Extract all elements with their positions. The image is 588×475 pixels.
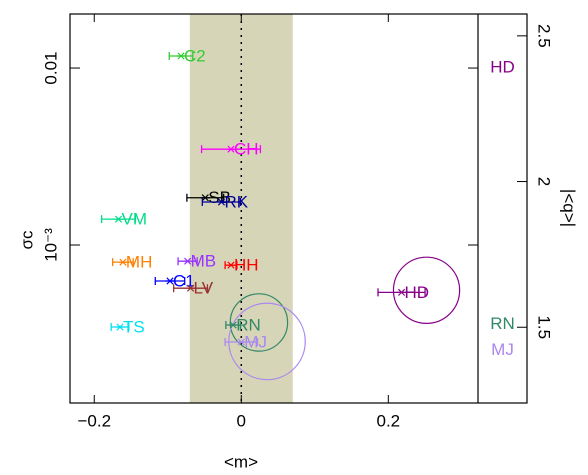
point-label: RN xyxy=(236,316,261,335)
point-label: MH xyxy=(126,253,152,272)
point-label: TS xyxy=(123,318,145,337)
point xyxy=(186,284,196,292)
point-label: RK xyxy=(224,192,248,211)
y2-tick-label: 1.5 xyxy=(535,315,554,339)
point xyxy=(236,338,246,346)
point-label: LV xyxy=(194,279,214,298)
point-label: C1 xyxy=(173,271,195,290)
q-label: HD xyxy=(490,57,515,76)
x-tick-label: 0 xyxy=(237,411,246,430)
point xyxy=(200,194,210,202)
y-axis-label: σc xyxy=(17,230,36,249)
point xyxy=(183,257,193,265)
plot-frame xyxy=(69,13,528,404)
point xyxy=(226,145,236,153)
y-tick-label: 10⁻³ xyxy=(41,228,60,262)
point xyxy=(226,261,236,269)
point-label: HH xyxy=(234,256,259,275)
point xyxy=(118,258,128,266)
x-tick-label: −0.2 xyxy=(77,411,111,430)
point-label: CH xyxy=(234,140,259,159)
point xyxy=(115,323,125,331)
y2-tick-label: 2 xyxy=(535,177,554,186)
point xyxy=(165,277,175,285)
point xyxy=(228,321,238,329)
point-label: VM xyxy=(122,210,148,229)
y-tick-label: 0.01 xyxy=(41,51,60,84)
bubble xyxy=(392,256,461,324)
point xyxy=(397,288,407,296)
q-label: RN xyxy=(490,314,515,333)
x-tick-label: 0.2 xyxy=(376,411,400,430)
point xyxy=(176,52,186,60)
y2-tick-label: 2.5 xyxy=(535,24,554,48)
point-label: C2 xyxy=(184,46,206,65)
q-label: MJ xyxy=(491,340,514,359)
point xyxy=(216,198,226,206)
x-axis-label: <m> xyxy=(224,452,258,471)
point-label: MJ xyxy=(244,333,267,352)
point-label: MB xyxy=(191,252,217,271)
y2-axis-label: |<q>| xyxy=(560,189,579,227)
point xyxy=(114,215,124,223)
point-label: HD xyxy=(405,283,430,302)
